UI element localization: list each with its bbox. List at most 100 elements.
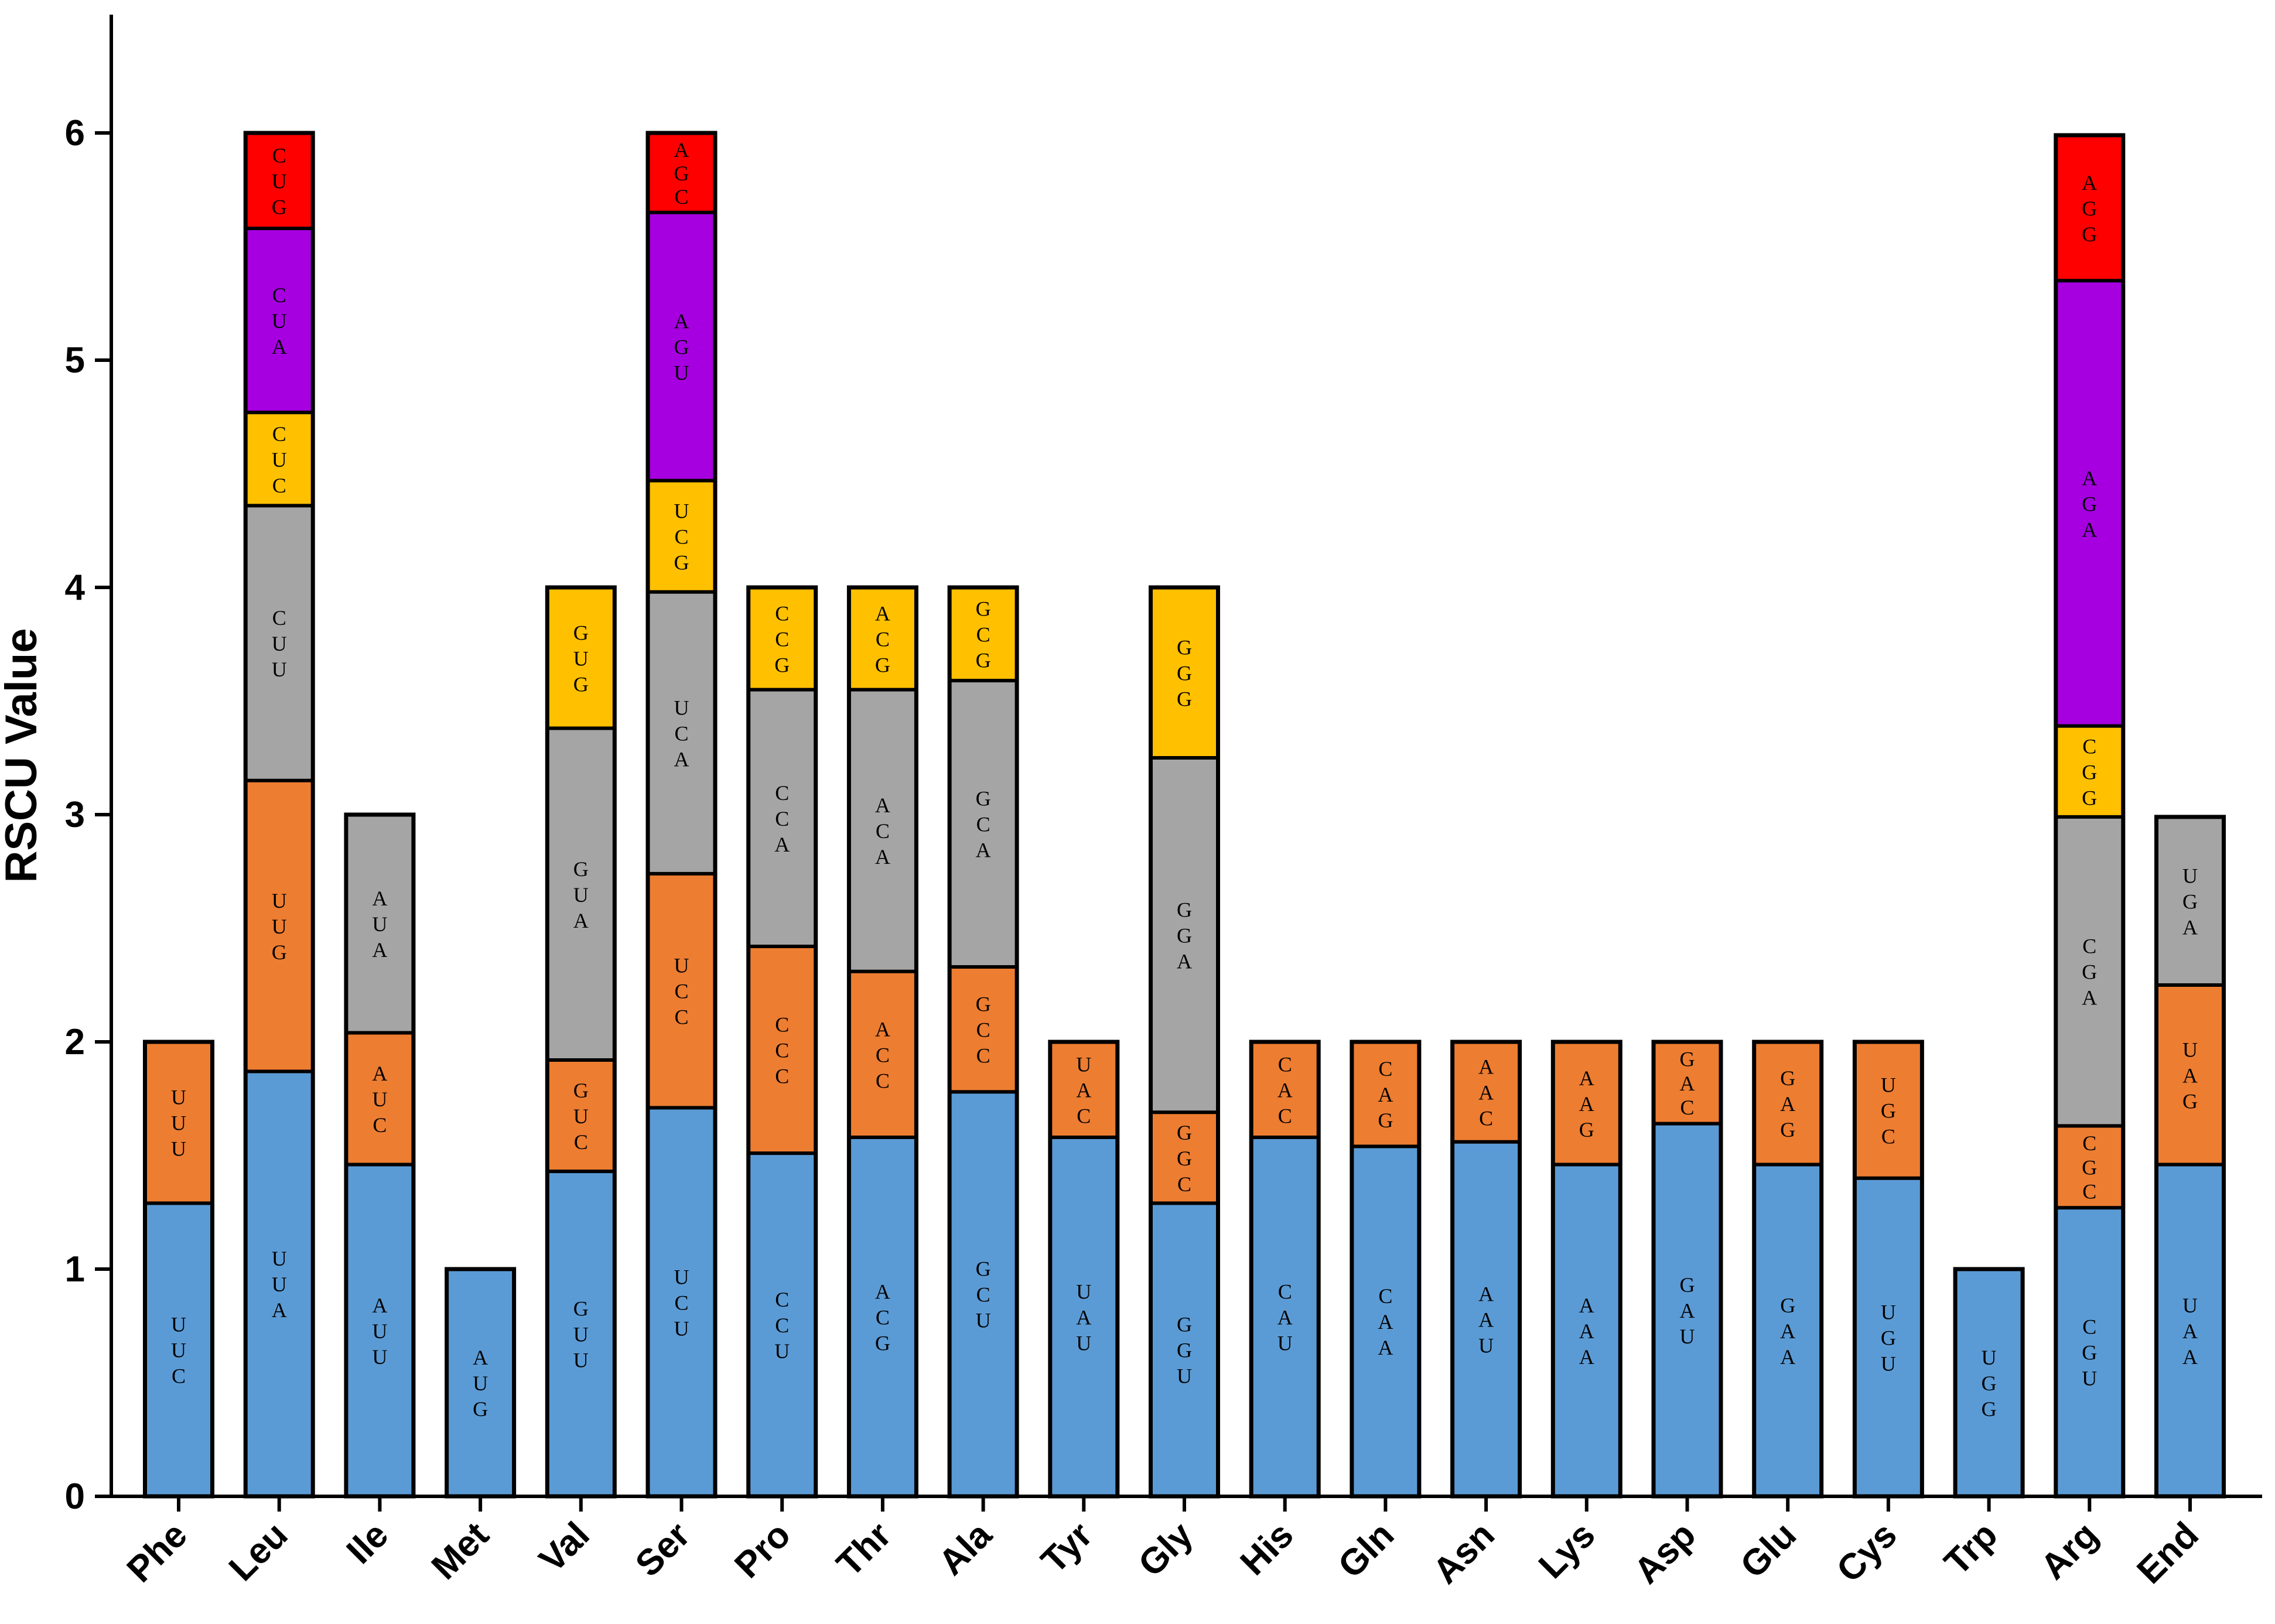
bar-segment-ggu: [1150, 1203, 1218, 1496]
x-ticks: Phe Leu Ile Met Val Ser Pro Thr Ala Tyr Gly His Gln A…: [119, 1496, 2206, 1592]
bar-segment-uag: [2156, 985, 2224, 1165]
bar-segment-gug: [547, 587, 615, 729]
bar-segment-ggc: [1150, 1112, 1218, 1204]
bar-segment-ucu: [648, 1107, 715, 1496]
bar-segment-cgc: [2055, 1126, 2123, 1208]
bar-segment-aua: [346, 815, 414, 1033]
bar-segment-aaa: [1553, 1164, 1621, 1496]
bar-segment-ugg: [1955, 1269, 2023, 1496]
x-tick-label-ala: Ala: [931, 1514, 999, 1583]
bar-segment-aag: [1553, 1042, 1621, 1165]
y-tick-label: 2: [65, 1022, 85, 1062]
bar-phe: U U C U U U: [143, 1040, 214, 1499]
bar-segment-caa: [1351, 1146, 1419, 1496]
bar-segment-ccu: [748, 1153, 816, 1496]
y-tick-label: 1: [65, 1249, 85, 1290]
bar-segment-cga: [2055, 816, 2123, 1126]
bar-asp: G A U G A C: [1651, 1040, 1723, 1499]
bar-gln: C A A C A G: [1350, 1040, 1422, 1499]
bar-segment-agg: [2055, 135, 2123, 281]
bar-segment-auc: [346, 1032, 414, 1165]
x-tick-label-leu: Leu: [221, 1514, 296, 1589]
bar-segment-cca: [748, 689, 816, 947]
x-tick-label-asp: Asp: [1627, 1514, 1704, 1592]
bar-segment-cuu: [245, 505, 313, 781]
bar-segment-guu: [547, 1171, 615, 1496]
bar-segment-cuc: [245, 412, 313, 506]
y-tick-label: 4: [65, 567, 86, 608]
y-ticks: 0 1 2 3 4 5 6: [65, 113, 111, 1517]
bar-segment-gau: [1654, 1123, 1721, 1496]
x-tick-label-tyr: Tyr: [1033, 1514, 1100, 1581]
bar-segment-aac: [1452, 1042, 1520, 1142]
bar-segment-acc: [849, 971, 917, 1137]
bar-end: U A A U A G U G A: [2154, 815, 2226, 1499]
bar-segment-aca: [849, 689, 917, 972]
bar-ser: U C U U C C U C A U C G A G U A G C: [645, 131, 718, 1499]
bar-segment-gcg: [949, 587, 1017, 681]
bar-segment-cua: [245, 228, 313, 413]
bar-segment-gua: [547, 728, 615, 1061]
bar-segment-cag: [1351, 1042, 1419, 1147]
bar-segment-agc: [648, 133, 715, 213]
x-tick-label-ile: Ile: [339, 1514, 397, 1572]
bar-segment-acg: [849, 587, 917, 690]
y-tick-label: 5: [65, 340, 85, 381]
y-tick-label: 0: [65, 1476, 85, 1517]
bar-segment-cau: [1251, 1137, 1319, 1496]
bar-gly: G G U G G C G G A G G G: [1149, 585, 1220, 1499]
bar-val: G U U G U C G U A G U G: [545, 585, 617, 1499]
x-tick-label-end: End: [2129, 1514, 2206, 1592]
bar-segment-gga: [1150, 758, 1218, 1113]
x-tick-label-cys: Cys: [1829, 1514, 1905, 1590]
bars-layer: U U CU U UU U AU U GC U UC U CC U AC U GA U UA U CA U AA U GG U UG…: [143, 131, 2226, 1499]
bar-segment-cug: [245, 133, 313, 228]
bar-segment-auu: [346, 1164, 414, 1496]
bar-segment-uua: [245, 1071, 313, 1496]
bar-arg: C G U C G C C G A C G G A G A A G G: [2054, 133, 2126, 1499]
bar-cys: U G U U G C: [1852, 1040, 1924, 1499]
y-tick-label: 6: [65, 113, 85, 153]
x-tick-label-asn: Asn: [1425, 1514, 1502, 1592]
bar-segment-cgu: [2055, 1208, 2123, 1496]
x-tick-label-arg: Arg: [2033, 1514, 2106, 1587]
bar-segment-aau: [1452, 1141, 1520, 1496]
bar-ala: G C U G C C G C A G C G: [947, 585, 1019, 1499]
y-tick-label: 3: [65, 795, 85, 835]
bar-ile: A U U A U C A U A: [344, 812, 416, 1499]
